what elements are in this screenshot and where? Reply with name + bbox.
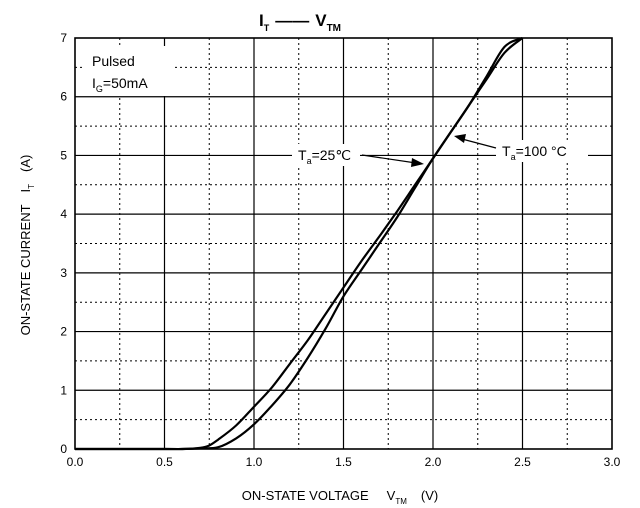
y-tick-labels: 0 1 2 3 4 5 6 7 xyxy=(60,31,67,456)
x-tick-label: 3.0 xyxy=(604,455,621,469)
x-axis-label: ON-STATE VOLTAGE VTM (V) xyxy=(242,488,438,506)
x-tick-label: 1.0 xyxy=(246,455,263,469)
label-100c-leader xyxy=(461,138,497,149)
series-line-100c xyxy=(75,36,523,451)
series-label-25c: Ta=25℃ xyxy=(298,147,351,166)
y-tick-label: 4 xyxy=(60,207,67,221)
y-axis-label: ON-STATE CURRENTIT(A) xyxy=(18,155,36,336)
condition-gate-current: IG=50mA xyxy=(92,75,148,94)
chart-title: IT —— VTM xyxy=(259,11,341,34)
major-gridlines xyxy=(75,38,612,449)
label-100c-background xyxy=(496,140,588,162)
label-100c-arrowhead xyxy=(454,134,466,143)
plot-frame xyxy=(74,37,613,450)
x-tick-label: 1.5 xyxy=(335,455,352,469)
series-label-100c: Ta=100 °C xyxy=(502,143,567,162)
x-tick-label: 0.0 xyxy=(67,455,84,469)
x-tick-label: 0.5 xyxy=(156,455,173,469)
y-tick-label: 6 xyxy=(60,90,67,104)
x-tick-labels: 0.0 0.5 1.0 1.5 2.0 2.5 3.0 xyxy=(67,455,621,469)
label-25c-leader xyxy=(361,154,417,164)
label-25c-background xyxy=(292,144,360,166)
conditions-box xyxy=(84,46,172,96)
y-tick-label: 7 xyxy=(60,31,67,45)
minor-gridlines xyxy=(75,38,612,449)
y-tick-label: 2 xyxy=(60,325,67,339)
x-tick-label: 2.0 xyxy=(425,455,442,469)
x-tick-label: 2.5 xyxy=(514,455,531,469)
y-tick-label: 3 xyxy=(60,266,67,280)
y-tick-label: 0 xyxy=(60,442,67,456)
condition-pulsed: Pulsed xyxy=(92,53,135,69)
label-25c-arrowhead xyxy=(411,158,424,167)
y-tick-label: 5 xyxy=(60,148,67,162)
y-tick-label: 1 xyxy=(60,383,67,397)
